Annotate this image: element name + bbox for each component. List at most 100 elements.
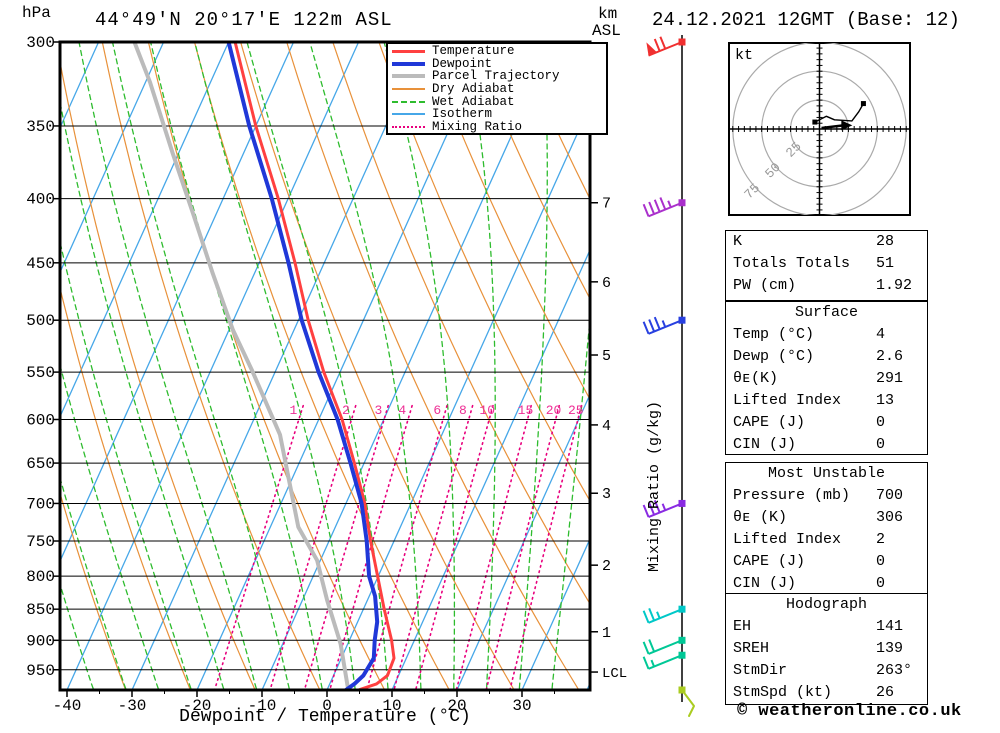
km-tick-label: 6 [602,275,611,292]
polyline [269,404,357,690]
table-row-label: PW (cm) [733,277,797,294]
storm-motion-vector [821,124,844,130]
wind-barb [642,639,683,655]
stats-table: K 28 Totals Totals 51 PW (cm) 1.92 [725,230,928,301]
table-row-label: CIN (J) [733,436,797,453]
polyline [60,98,225,690]
table-row-label: θᴇ (K) [733,509,788,526]
legend-item: Dewpoint [392,58,606,71]
km-tick-label: 5 [602,348,611,365]
table-row-value: 263° [876,662,913,679]
mixing-ratio-value-label: 25 [568,403,584,418]
pressure-tick-label: 900 [26,632,55,650]
hodograph-trace [814,102,865,123]
wind-barb [642,654,683,670]
hodograph-trace-dot [860,101,866,107]
temperature-curve [233,42,396,690]
line [642,656,650,670]
table-row-label: CAPE (J) [733,553,806,570]
legend-line-sample [392,113,425,116]
line [648,639,683,655]
sounding-curves [132,42,396,690]
mixing-ratio-value-label: 20 [546,403,562,418]
table-row-label: Lifted Index [733,392,842,409]
polyline [213,404,305,690]
table-row-label: CAPE (J) [733,414,806,431]
height-axis-unit-km: km [598,5,618,23]
legend-item-label: Dewpoint [432,56,493,71]
storm-motion-arrowhead [841,120,853,131]
line [648,608,683,624]
pressure-tick-label: 600 [26,411,55,429]
table-row-label: EH [733,618,752,635]
polyline [681,689,695,717]
legend-item-label: Temperature [432,44,515,59]
line [667,200,672,208]
table-title: Surface [794,304,858,321]
table-row: CAPE (J) 0 [726,551,927,573]
mixing-ratio-value-label: 3 [375,403,383,418]
table-row: Temp (°C) 4 [726,324,927,346]
line [661,320,667,328]
legend-item-label: Mixing Ratio [432,119,523,134]
legend-line-sample [392,88,425,91]
table-row-value: 2 [876,531,886,548]
legend-line-sample [392,61,425,66]
polyline [424,42,590,401]
line [60,42,165,274]
km-tick-label: 2 [602,558,611,575]
pressure-gridlines [60,125,590,671]
line [642,641,650,655]
pressure-tick-label: 450 [26,255,55,273]
table-row-value: 139 [876,640,904,657]
table-row-value: 0 [876,553,886,570]
line [326,103,590,690]
wind-barb [642,316,683,335]
line [391,248,590,690]
mixing-ratio-axis-label: Mixing Ratio (g/kg) [646,400,663,572]
legend-item-label: Parcel Trajectory [432,69,560,84]
legend-item-label: Isotherm [432,107,493,122]
table-row: Totals Totals 51 [726,253,927,275]
line [653,500,661,513]
pressure-tick-label: 950 [26,662,55,680]
table-row-value: 306 [876,509,904,526]
height-axis-unit-asl: ASL [592,22,621,40]
table-row: Dewp (°C) 2.6 [726,346,927,368]
mixing-ratio-value-label: 6 [433,403,441,418]
line [642,321,650,335]
polyline [60,58,256,690]
pressure-tick-label: 650 [26,455,55,473]
table-row-value: 700 [876,487,904,504]
line [650,659,656,667]
legend-line-sample [392,100,425,103]
wind-barbs [642,36,695,717]
pressure-tick-label: 800 [26,568,55,586]
legend-line-sample [392,74,425,79]
polyline [332,42,590,606]
polyline [485,404,561,690]
legend-item: Temperature [392,45,606,58]
table-row-value: 0 [876,575,886,592]
stats-table: Surface Temp (°C) 4 Dewp (°C) 2.6 θᴇ(K) 291 Lif… [725,301,928,455]
axis-ticks: -40 -30 -20 -10 0 10 20 30 300 350 400 450 500 550 600… [26,34,627,715]
line [661,503,667,511]
line [648,319,656,332]
legend-item: Dry Adiabat [392,83,606,96]
table-row: StmSpd (kt) 26 [726,682,927,704]
table-row: PW (cm) 1.92 [726,275,927,297]
line [653,316,661,330]
polyline [329,404,413,690]
x-tick-label: 30 [512,697,531,715]
plot-border [58,40,592,692]
line [456,392,590,690]
polygon [646,42,657,56]
table-row-label: Totals Totals [733,255,851,272]
legend-item-label: Wet Adiabat [432,94,515,109]
km-tick-label: 4 [602,418,611,435]
line [656,611,661,619]
table-row: CIN (J) 0 [726,434,927,456]
table-row-label: K [733,233,743,250]
polyline [509,404,583,690]
